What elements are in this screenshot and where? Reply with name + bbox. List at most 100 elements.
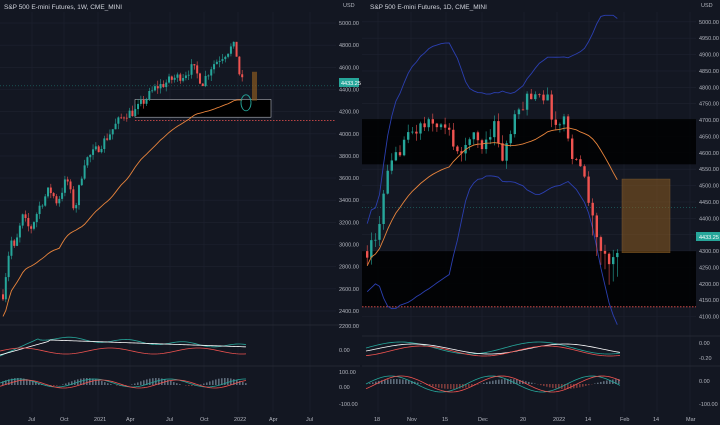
right-y-tick-10: 4500.00	[699, 184, 719, 190]
right-candles	[366, 87, 619, 285]
left-candle-58	[165, 79, 168, 92]
right-candle-6	[390, 153, 393, 175]
left-candle-35	[100, 145, 103, 154]
left-hist-bar-5	[5, 380, 7, 385]
left-candle-76	[215, 59, 218, 65]
left-candle-body-38	[108, 134, 111, 140]
right-candle-15	[427, 117, 430, 132]
left-candle-75	[213, 60, 216, 74]
right-candle-body-51	[575, 158, 578, 160]
right-candle-59	[607, 252, 611, 285]
left-hist-bar-203	[203, 383, 205, 385]
right-candle-19	[443, 117, 447, 135]
left-x-tick-2: 2021	[94, 417, 106, 423]
left-y-tick-4: 4200.00	[339, 110, 359, 116]
left-hist-bar-161	[161, 378, 163, 385]
left-support-zone	[0, 85, 336, 121]
left-hist-bar-107	[107, 383, 109, 385]
right-hist-bar-375	[375, 381, 377, 384]
right-hist-bar-555	[555, 384, 557, 389]
left-hist-bar-32	[32, 381, 34, 385]
right-chart-title: S&P 500 E-mini Futures, 1D, CME_MINI	[370, 4, 487, 11]
left-y-tick-8: 3400.00	[339, 198, 359, 204]
right-y-tick-9: 4550.00	[699, 167, 719, 173]
right-candle-body-4	[382, 193, 385, 225]
left-candle-16	[47, 187, 50, 199]
right-candle-1	[370, 232, 373, 265]
left-ind1-line-b	[0, 339, 247, 356]
right-candle-9	[402, 136, 406, 157]
left-candle-body-71	[201, 83, 204, 87]
left-last-price-tag: 4433.25	[339, 78, 361, 87]
right-candle-50	[571, 134, 574, 165]
left-currency: USD	[343, 3, 355, 9]
right-y-tick-8: 4600.00	[699, 151, 719, 157]
right-hist-bar-501	[501, 379, 503, 384]
left-ind1-tick-1: 0.00	[339, 348, 350, 354]
left-candle-70	[198, 72, 201, 85]
left-candle-56	[159, 79, 162, 94]
right-y-tick-16: 4200.00	[699, 282, 719, 288]
left-candle-53	[151, 86, 154, 93]
right-candle-body-57	[599, 237, 603, 251]
right-candle-42	[538, 93, 541, 98]
left-indicator-axis: 2200.00 0.00 100.00 0.00 -100.00	[339, 324, 359, 408]
left-ind1-line-a	[0, 336, 247, 357]
left-hist-bar-179	[179, 384, 181, 385]
left-hist-bar-140	[140, 381, 142, 385]
right-candle-body-7	[394, 152, 398, 161]
left-candle-body-53	[151, 90, 154, 92]
right-candle-body-13	[419, 123, 422, 134]
left-hist-bar-227	[227, 378, 229, 385]
right-hist-bar-618	[618, 379, 620, 384]
left-candle-body-69	[196, 65, 199, 74]
right-hist-bar-456	[456, 384, 458, 389]
right-hist-bar-429	[429, 384, 431, 386]
right-candle-body-26	[472, 132, 475, 140]
right-indicators	[362, 335, 720, 393]
right-candle-10	[407, 124, 410, 144]
right-x-axis: 18 Nov 15 Dec 20 2022 14 Feb 14 Mar	[374, 417, 696, 423]
left-y-tick-11: 2800.00	[339, 265, 359, 271]
left-candle-52	[148, 87, 151, 102]
right-candle-53	[583, 164, 586, 179]
left-candle-40	[114, 118, 117, 130]
right-candle-body-27	[476, 132, 480, 141]
left-hist-bar-74	[74, 380, 76, 385]
right-candle-body-28	[480, 140, 484, 150]
right-x-tick-4: 20	[520, 417, 526, 423]
right-candle-body-8	[398, 152, 402, 156]
left-candle-body-44	[125, 117, 128, 119]
right-candle-5	[386, 164, 389, 195]
left-hist-bar-149	[149, 378, 151, 385]
right-candle-body-30	[489, 137, 492, 140]
left-candle-10	[30, 224, 33, 234]
left-hist-bar-200	[200, 384, 202, 385]
left-candle-body-27	[77, 185, 80, 206]
left-candle-13	[38, 201, 41, 219]
right-x-tick-9: Mar	[686, 417, 696, 423]
left-ellipse-annotation	[240, 94, 252, 112]
left-hist-bar-158	[158, 378, 160, 385]
left-hist-bar-11	[11, 378, 13, 385]
left-hist-bar-146	[146, 379, 148, 385]
right-hist-bar-450	[450, 384, 452, 389]
right-candle-body-6	[390, 160, 393, 171]
right-hist-bar-396	[396, 379, 398, 384]
right-candle-0	[366, 245, 369, 265]
left-hist-bar-62	[62, 384, 64, 385]
right-price-axis: 5000.00 4950.00 4900.00 4850.00 4800.00 4750.…	[699, 20, 719, 321]
right-candle-body-19	[443, 124, 447, 128]
left-hist-bar-26	[26, 379, 28, 385]
right-currency: USD	[701, 3, 713, 9]
left-candle-body-81	[229, 46, 232, 54]
left-y-tick-3: 4400.00	[339, 88, 359, 94]
left-candle-body-52	[148, 90, 151, 100]
left-candle-68	[193, 64, 196, 70]
left-hist-bar-65	[65, 383, 67, 385]
left-candle-body-6	[18, 225, 21, 238]
right-candle-13	[419, 121, 422, 140]
left-candle-19	[55, 194, 58, 206]
right-hist-bar-465	[465, 384, 467, 388]
